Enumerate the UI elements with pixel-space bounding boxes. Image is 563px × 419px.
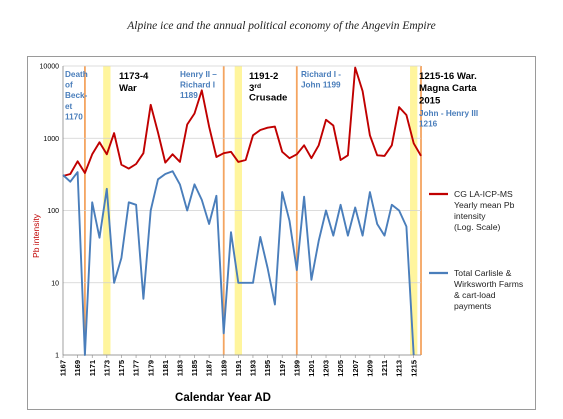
- x-tick-label: 1167: [59, 360, 68, 376]
- annotation-line: et: [65, 102, 73, 111]
- y-tick-label: 1000: [43, 136, 59, 143]
- x-tick-label: 1211: [380, 360, 389, 376]
- superscript: rd: [254, 83, 261, 90]
- annotation-4: Richard I - John 1199: [301, 70, 341, 90]
- annotation-6: John - Henry III 1216: [419, 109, 478, 129]
- annotation-2: Henry II – Richard I 1189: [180, 70, 217, 100]
- x-tick-label: 1215: [409, 360, 418, 377]
- x-tick-label: 1187: [205, 360, 214, 376]
- annotation-line: Henry II –: [180, 70, 217, 79]
- annotation-1: 1173-4 War: [119, 71, 149, 94]
- x-tick-label: 1179: [146, 360, 155, 376]
- x-tick-label: 1203: [322, 360, 331, 377]
- x-tick-label: 1169: [73, 360, 82, 376]
- x-tick-label: 1181: [161, 360, 170, 376]
- legend-entry-0-line: intensity: [454, 211, 486, 221]
- x-tick-label: 1197: [278, 360, 287, 376]
- x-tick-label: 1213: [395, 360, 404, 377]
- page-title: Alpine ice and the annual political econ…: [127, 20, 436, 32]
- annotation-line: 1191-2: [249, 71, 278, 82]
- x-tick-label: 1207: [351, 360, 360, 377]
- x-tick-label: 1175: [117, 360, 126, 376]
- x-tick-label: 1171: [88, 360, 97, 376]
- annotation-line: 1189: [180, 91, 198, 100]
- series: [62, 66, 422, 356]
- legend-entry-1-line: payments: [454, 301, 491, 311]
- series-line-1: [62, 170, 415, 356]
- legend-entry-0-line: Yearly mean Pb: [454, 200, 515, 210]
- x-tick-label: 1209: [365, 360, 374, 377]
- x-tick-label: 1205: [336, 360, 345, 377]
- annotation-line: John - Henry III: [419, 109, 478, 118]
- y-tick-label: 10000: [40, 64, 60, 71]
- annotation-line: 3rd: [249, 83, 261, 94]
- legend-entry-1-line: & cart-load: [454, 290, 496, 300]
- x-tick-label: 1195: [263, 360, 272, 376]
- annotations: Death of Beck-et 1170 1173-4 War Henry II – Ric…: [65, 70, 478, 129]
- y-tick-label: 100: [47, 208, 59, 215]
- series-line-0: [62, 66, 422, 177]
- legend-entry-0-line: CG LA-ICP-MS: [454, 189, 513, 199]
- y-tick-label: 1: [55, 353, 59, 360]
- x-tick-label: 1193: [249, 360, 258, 376]
- x-tick-label: 1199: [292, 360, 301, 376]
- annotation-line: Magna Carta: [419, 83, 477, 94]
- annotation-0: Death of Beck-et 1170: [65, 70, 88, 121]
- x-tick-label: 1191: [234, 360, 243, 376]
- legend-entry-1-line: Total Carlisle &: [454, 268, 512, 278]
- annotation-line: 1173-4: [119, 71, 149, 82]
- annotation-line: Death: [65, 70, 88, 79]
- annotation-3: 1191-2 3rd Crusade: [249, 71, 287, 103]
- annotation-line: Beck-: [65, 91, 88, 100]
- annotation-line: Richard I: [180, 81, 215, 90]
- annotation-line: John 1199: [301, 81, 341, 90]
- annotation-line: Richard I -: [301, 70, 341, 79]
- annotation-line: of: [65, 81, 73, 90]
- chart-frame: [27, 56, 536, 410]
- legend-entry-0-line: (Log. Scale): [454, 222, 500, 232]
- annotation-5: 1215-16 War. Magna Carta 2015: [419, 71, 477, 106]
- x-tick-label: 1177: [132, 360, 141, 376]
- annotation-line: 1216: [419, 120, 438, 129]
- legend-entry-1-line: Wirksworth Farms: [454, 279, 523, 289]
- x-tick-label: 1201: [307, 360, 316, 377]
- annotation-line: 1170: [65, 112, 83, 121]
- annotation-line: War: [119, 83, 137, 94]
- x-tick-label: 1185: [190, 360, 199, 376]
- annotation-line: 2015: [419, 95, 441, 106]
- annotation-line: Crusade: [249, 92, 287, 103]
- x-tick-label: 1189: [219, 360, 228, 376]
- x-tick-label: 1183: [175, 360, 184, 376]
- y-axis-label: Pb intensity: [31, 213, 41, 258]
- x-tick-label: 1173: [102, 360, 111, 376]
- y-tick-label: 10: [51, 280, 59, 287]
- x-axis-label: Calendar Year AD: [175, 392, 271, 404]
- annotation-line: 1215-16 War.: [419, 71, 477, 82]
